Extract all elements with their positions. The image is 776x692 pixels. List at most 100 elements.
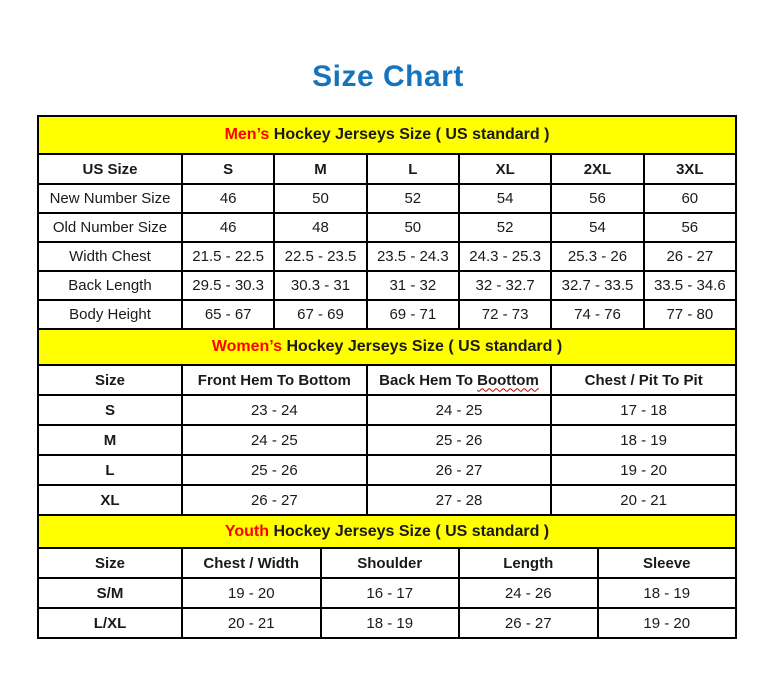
size-value-cell: 25 - 26 bbox=[365, 424, 553, 456]
size-value-cell: 24 - 26 bbox=[458, 577, 599, 609]
size-value-cell: 29.5 - 30.3 bbox=[180, 270, 276, 301]
table-row: Back Length 29.5 - 30.3 30.3 - 31 31 - 3… bbox=[37, 270, 738, 301]
youth-header-row: Size Chest / Width Shoulder Length Sleev… bbox=[37, 547, 737, 579]
size-value-cell: 72 - 73 bbox=[457, 299, 553, 330]
size-value-cell: 54 bbox=[457, 183, 553, 214]
column-header: Front Hem To Bottom bbox=[181, 364, 368, 396]
column-header: Size bbox=[37, 547, 183, 579]
table-row: L 25 - 26 26 - 27 19 - 20 bbox=[37, 454, 737, 486]
size-value-cell: 67 - 69 bbox=[273, 299, 368, 330]
size-value-cell: 74 - 76 bbox=[550, 299, 645, 330]
size-value-cell: 46 bbox=[180, 212, 276, 243]
section-title-text: Hockey Jerseys Size ( US standard ) bbox=[282, 338, 563, 355]
size-value-cell: 24 - 25 bbox=[365, 394, 553, 426]
table-row: XL 26 - 27 27 - 28 20 - 21 bbox=[37, 484, 737, 516]
section-title-text: Hockey Jerseys Size ( US standard ) bbox=[269, 522, 550, 540]
column-header: M bbox=[273, 153, 368, 185]
column-header: Chest / Width bbox=[181, 547, 322, 579]
size-value-cell: 52 bbox=[365, 183, 460, 214]
row-label: L bbox=[37, 454, 183, 486]
size-value-cell: 31 - 32 bbox=[365, 270, 460, 301]
size-value-cell: 23 - 24 bbox=[181, 394, 368, 426]
table-row: S/M 19 - 20 16 - 17 24 - 26 18 - 19 bbox=[37, 577, 737, 609]
column-header: XL bbox=[457, 153, 553, 185]
size-value-cell: 48 bbox=[273, 212, 368, 243]
size-value-cell: 69 - 71 bbox=[365, 299, 460, 330]
size-value-cell: 22.5 - 23.5 bbox=[273, 241, 368, 272]
size-chart-page: Size Chart Men’s Hockey Jerseys Size ( U… bbox=[0, 60, 776, 692]
size-value-cell: 54 bbox=[550, 212, 645, 243]
row-label: Old Number Size bbox=[37, 212, 183, 243]
size-value-cell: 26 - 27 bbox=[365, 454, 553, 486]
misspelled-word-squiggle: Boottom bbox=[477, 371, 539, 389]
row-label: XL bbox=[37, 484, 183, 516]
column-header: US Size bbox=[37, 153, 183, 185]
table-row: L/XL 20 - 21 18 - 19 26 - 27 19 - 20 bbox=[37, 607, 737, 639]
table-row: Old Number Size 46 48 50 52 54 56 bbox=[37, 212, 738, 243]
row-label: L/XL bbox=[37, 607, 183, 639]
size-value-cell: 52 bbox=[457, 212, 553, 243]
mens-header-row: US Size S M L XL 2XL 3XL bbox=[37, 153, 738, 185]
row-label: S/M bbox=[37, 577, 183, 609]
mens-section-title: Men’s Hockey Jerseys Size ( US standard … bbox=[37, 115, 737, 155]
size-value-cell: 50 bbox=[365, 212, 460, 243]
column-header: Sleeve bbox=[596, 547, 737, 579]
size-value-cell: 30.3 - 31 bbox=[273, 270, 368, 301]
size-value-cell: 60 bbox=[642, 183, 738, 214]
size-value-cell: 23.5 - 24.3 bbox=[365, 241, 460, 272]
section-title-text: Hockey Jerseys Size ( US standard ) bbox=[269, 126, 550, 143]
column-header: 2XL bbox=[550, 153, 645, 185]
section-accent-text: Youth bbox=[224, 522, 269, 540]
size-value-cell: 21.5 - 22.5 bbox=[180, 241, 276, 272]
table-row: Width Chest 21.5 - 22.5 22.5 - 23.5 23.5… bbox=[37, 241, 738, 272]
size-value-cell: 50 bbox=[273, 183, 368, 214]
size-value-cell: 56 bbox=[642, 212, 738, 243]
size-value-cell: 33.5 - 34.6 bbox=[642, 270, 738, 301]
row-label: Back Length bbox=[37, 270, 183, 301]
section-accent-text: Men’s bbox=[224, 126, 270, 143]
youth-section-header: Youth Hockey Jerseys Size ( US standard … bbox=[37, 514, 737, 549]
size-value-cell: 20 - 21 bbox=[181, 607, 322, 639]
column-header: S bbox=[180, 153, 276, 185]
womens-section-header: Women’s Hockey Jerseys Size ( US standar… bbox=[37, 328, 737, 366]
size-value-cell: 25.3 - 26 bbox=[550, 241, 645, 272]
table-row: S 23 - 24 24 - 25 17 - 18 bbox=[37, 394, 737, 426]
womens-header-row: Size Front Hem To Bottom Back Hem To Boot… bbox=[37, 364, 737, 396]
youth-section-title: Youth Hockey Jerseys Size ( US standard … bbox=[37, 514, 737, 549]
column-header-text: Back Hem To bbox=[379, 371, 474, 389]
size-value-cell: 56 bbox=[550, 183, 645, 214]
row-label: Width Chest bbox=[37, 241, 183, 272]
size-value-cell: 18 - 19 bbox=[319, 607, 460, 639]
size-value-cell: 27 - 28 bbox=[365, 484, 553, 516]
column-header: Size bbox=[37, 364, 183, 396]
table-row: Body Height 65 - 67 67 - 69 69 - 71 72 -… bbox=[37, 299, 738, 330]
size-value-cell: 19 - 20 bbox=[596, 607, 737, 639]
size-value-cell: 16 - 17 bbox=[319, 577, 460, 609]
size-value-cell: 18 - 19 bbox=[550, 424, 737, 456]
mens-section-header: Men’s Hockey Jerseys Size ( US standard … bbox=[37, 115, 737, 155]
womens-size-table: Women’s Hockey Jerseys Size ( US standar… bbox=[37, 328, 737, 516]
size-value-cell: 26 - 27 bbox=[458, 607, 599, 639]
womens-section-title: Women’s Hockey Jerseys Size ( US standar… bbox=[37, 328, 737, 366]
size-value-cell: 26 - 27 bbox=[181, 484, 368, 516]
column-header: 3XL bbox=[642, 153, 738, 185]
size-value-cell: 32.7 - 33.5 bbox=[550, 270, 645, 301]
table-row: M 24 - 25 25 - 26 18 - 19 bbox=[37, 424, 737, 456]
row-label: Body Height bbox=[37, 299, 183, 330]
size-value-cell: 17 - 18 bbox=[550, 394, 737, 426]
size-value-cell: 18 - 19 bbox=[596, 577, 737, 609]
row-label: S bbox=[37, 394, 183, 426]
row-label: New Number Size bbox=[37, 183, 183, 214]
section-accent-text: Women’s bbox=[211, 338, 283, 355]
size-value-cell: 26 - 27 bbox=[642, 241, 738, 272]
mens-size-table: Men’s Hockey Jerseys Size ( US standard … bbox=[37, 115, 738, 330]
column-header: Chest / Pit To Pit bbox=[550, 364, 737, 396]
size-value-cell: 19 - 20 bbox=[181, 577, 322, 609]
table-row: New Number Size 46 50 52 54 56 60 bbox=[37, 183, 738, 214]
size-value-cell: 24 - 25 bbox=[181, 424, 368, 456]
size-value-cell: 32 - 32.7 bbox=[457, 270, 553, 301]
size-value-cell: 46 bbox=[180, 183, 276, 214]
size-value-cell: 65 - 67 bbox=[180, 299, 276, 330]
size-value-cell: 19 - 20 bbox=[550, 454, 737, 486]
column-header: L bbox=[365, 153, 460, 185]
